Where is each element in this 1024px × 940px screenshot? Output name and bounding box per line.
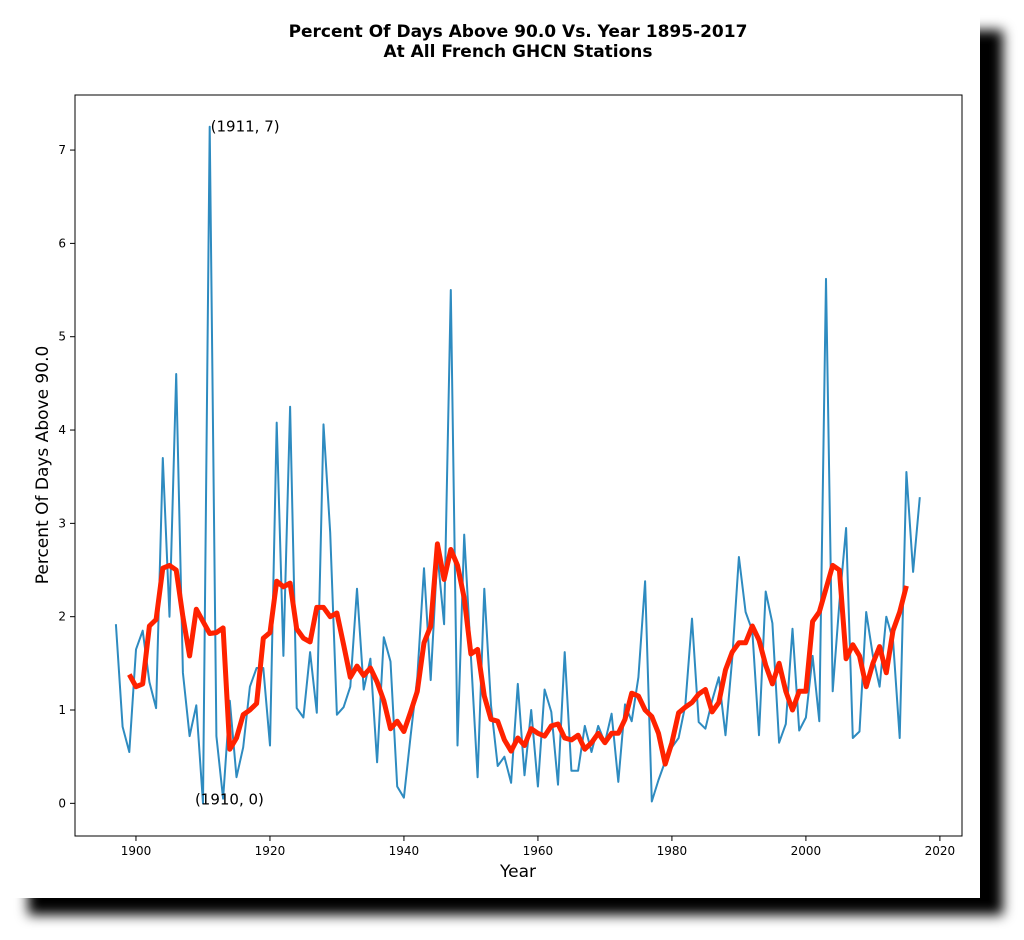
x-tick-label: 2020 xyxy=(925,844,956,858)
y-tick-label: 2 xyxy=(58,610,66,624)
x-tick-label: 1900 xyxy=(121,844,152,858)
annotation-label: (1910, 0) xyxy=(195,790,264,808)
x-tick-label: 1940 xyxy=(389,844,420,858)
plot-frame xyxy=(74,94,963,837)
annotation-label: (1911, 7) xyxy=(211,118,280,136)
x-tick-label: 2000 xyxy=(791,844,822,858)
x-axis-label: Year xyxy=(499,862,536,882)
y-tick-label: 4 xyxy=(58,423,66,437)
chart-card xyxy=(0,0,980,898)
y-axis-label: Percent Of Days Above 90.0 xyxy=(33,346,53,585)
y-tick-label: 6 xyxy=(58,236,66,250)
x-tick-label: 1920 xyxy=(255,844,286,858)
x-tick-label: 1980 xyxy=(657,844,688,858)
y-tick-label: 0 xyxy=(58,796,66,810)
y-tick-label: 1 xyxy=(58,703,66,717)
series-annual-line xyxy=(114,125,921,805)
chart-title-line2: At All French GHCN Stations xyxy=(383,42,652,62)
chart-title-line1: Percent Of Days Above 90.0 Vs. Year 1895… xyxy=(289,22,748,42)
y-tick-label: 3 xyxy=(58,516,66,530)
x-tick-label: 1960 xyxy=(523,844,554,858)
y-tick-label: 7 xyxy=(58,143,66,157)
y-tick-label: 5 xyxy=(58,330,66,344)
series-moving-average-line xyxy=(127,541,909,767)
